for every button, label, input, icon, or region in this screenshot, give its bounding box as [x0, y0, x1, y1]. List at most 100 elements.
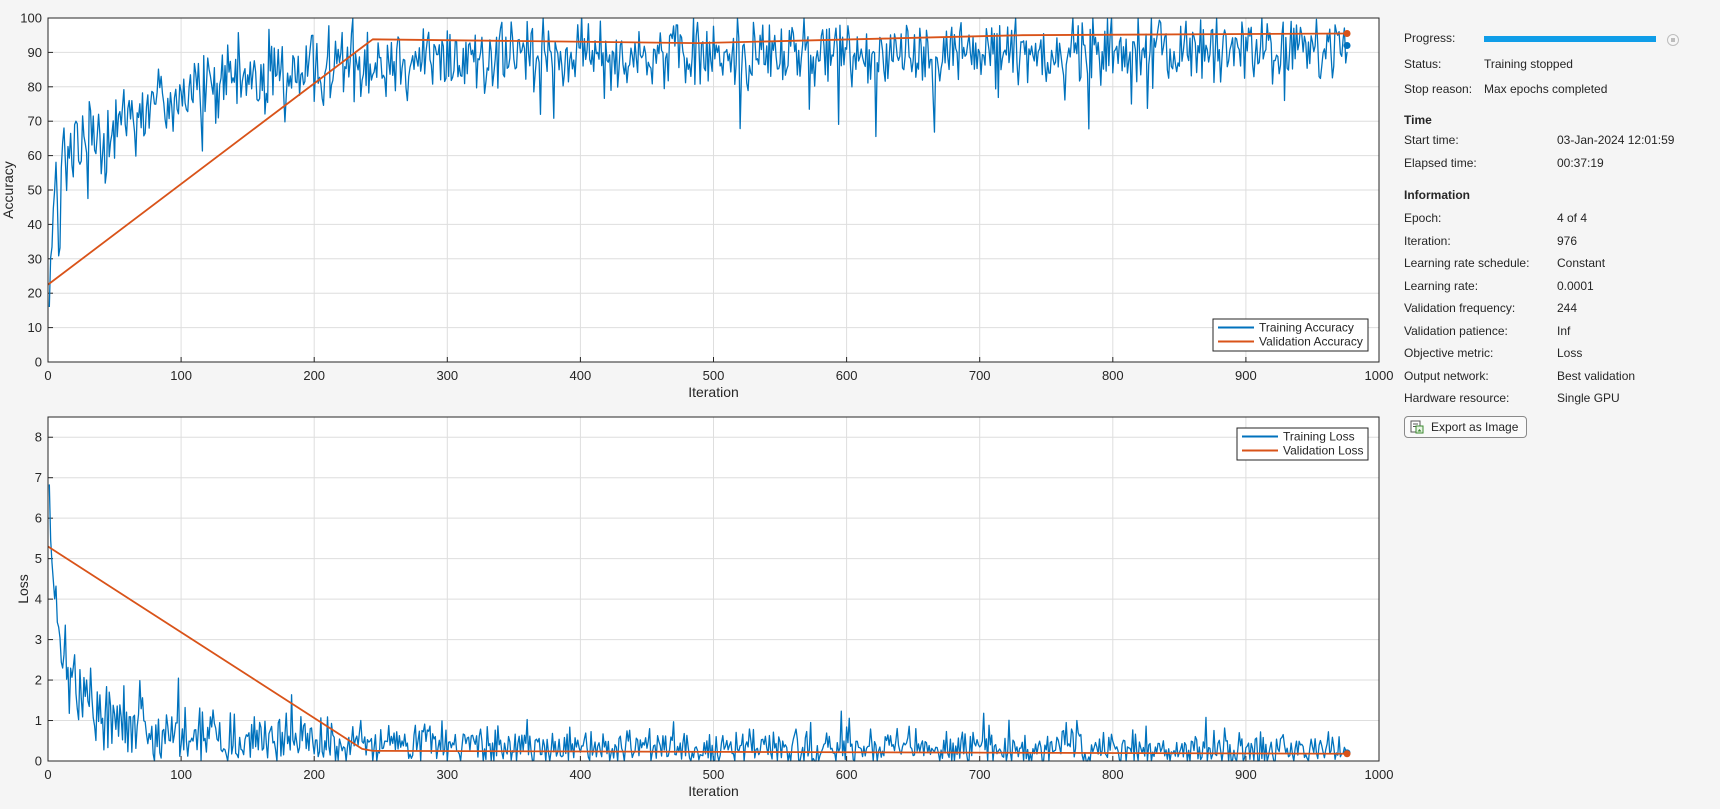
stop-training-button[interactable]: [1667, 34, 1679, 46]
legend-entry: Training Loss: [1283, 430, 1355, 444]
y-tick-label: 8: [35, 430, 42, 445]
info-value: 4 of 4: [1557, 211, 1588, 225]
legend-box: [1236, 427, 1369, 461]
y-axis-title: Accuracy: [0, 161, 16, 219]
x-tick-label: 600: [836, 767, 858, 782]
progress-bar-fill: [1484, 36, 1656, 42]
legend-entry: Training Accuracy: [1259, 321, 1354, 335]
x-tick-label: 0: [44, 368, 51, 383]
y-tick-label: 50: [28, 183, 42, 198]
x-tick-label: 300: [436, 368, 458, 383]
x-tick-label: 1000: [1365, 767, 1394, 782]
x-tick-label: 900: [1235, 368, 1257, 383]
info-value: Constant: [1557, 256, 1606, 270]
x-tick-label: 800: [1102, 368, 1124, 383]
elapsed-time-value: 00:37:19: [1557, 156, 1604, 170]
export-button-label: Export as Image: [1431, 420, 1519, 434]
y-tick-label: 60: [28, 148, 42, 163]
x-tick-label: 600: [836, 368, 858, 383]
info-label: Validation frequency:: [1404, 301, 1516, 315]
info-value: Loss: [1557, 346, 1583, 360]
series-line: [48, 484, 1348, 762]
final-value-marker: [1343, 750, 1351, 758]
x-tick-label: 1000: [1365, 368, 1394, 383]
x-tick-label: 300: [436, 767, 458, 782]
x-tick-label: 700: [969, 368, 991, 383]
progress-label: Progress:: [1404, 31, 1456, 45]
info-label: Iteration:: [1404, 233, 1451, 248]
stop-reason-label: Stop reason:: [1404, 82, 1473, 96]
status-label: Status:: [1404, 57, 1442, 71]
y-tick-label: 5: [35, 551, 42, 566]
legend-box: [1212, 318, 1369, 352]
x-tick-label: 200: [303, 368, 325, 383]
info-label: Objective metric:: [1404, 346, 1494, 360]
x-tick-label: 400: [570, 767, 592, 782]
y-tick-label: 6: [35, 511, 42, 526]
y-tick-label: 40: [28, 217, 42, 232]
info-value: Best validation: [1557, 368, 1636, 383]
y-tick-label: 90: [28, 45, 42, 60]
info-label: Learning rate schedule:: [1404, 256, 1530, 270]
accuracy-chart: 0 100 200 300 400 500 600 700 800 900 1000 0 10 20 30 4…: [0, 11, 1393, 401]
y-axis-title: Loss: [15, 574, 31, 604]
info-label: Validation patience:: [1404, 323, 1508, 338]
info-value: 244: [1557, 301, 1578, 315]
y-tick-label: 20: [28, 286, 42, 301]
plot-frame: [47, 416, 1380, 762]
loss-chart: 0 100 200 300 400 500 600 700 800 900 1000 0 1 2 3 4 5 6 7…: [15, 416, 1394, 799]
export-image-icon: [1410, 420, 1424, 434]
series-line: [47, 545, 1348, 755]
y-tick-label: 3: [35, 632, 42, 647]
y-tick-label: 0: [35, 754, 42, 769]
y-tick-label: 4: [35, 592, 42, 607]
info-label: Output network:: [1404, 368, 1489, 383]
final-value-marker: [1343, 42, 1351, 50]
info-value: 976: [1557, 233, 1578, 248]
x-axis-title: Iteration: [688, 384, 739, 400]
info-label: Epoch:: [1404, 211, 1442, 225]
info-label: Learning rate:: [1404, 278, 1479, 293]
y-tick-label: 0: [35, 355, 42, 370]
status-value: Training stopped: [1484, 57, 1573, 71]
info-value: 0.0001: [1557, 278, 1594, 293]
legend-entry: Validation Loss: [1283, 444, 1364, 458]
series-line: [47, 32, 1348, 286]
info-value: Inf: [1557, 323, 1571, 338]
x-tick-label: 700: [969, 767, 991, 782]
progress-bar: [1484, 36, 1656, 42]
elapsed-time-label: Elapsed time:: [1404, 156, 1477, 170]
export-as-image-button[interactable]: Export as Image: [1404, 416, 1528, 438]
stop-reason-value: Max epochs completed: [1484, 82, 1608, 96]
x-tick-label: 500: [703, 368, 725, 383]
y-tick-label: 80: [28, 79, 42, 94]
x-axis-title: Iteration: [688, 783, 739, 799]
legend-entry: Validation Accuracy: [1259, 335, 1363, 349]
x-tick-label: 800: [1102, 767, 1124, 782]
time-heading: Time: [1404, 113, 1432, 127]
y-tick-label: 7: [35, 470, 42, 485]
information-heading: Information: [1404, 188, 1470, 202]
x-tick-label: 0: [44, 767, 51, 782]
x-tick-label: 200: [303, 767, 325, 782]
info-value: Single GPU: [1557, 391, 1620, 405]
x-tick-label: 400: [570, 368, 592, 383]
info-label: Hardware resource:: [1404, 391, 1510, 405]
x-tick-label: 500: [703, 767, 725, 782]
series-line: [48, 17, 1348, 307]
start-time-label: Start time:: [1404, 133, 1459, 147]
training-progress-plots: 0 100 200 300 400 500 600 700 800 900 100001020304…: [0, 11, 1394, 800]
x-tick-label: 100: [170, 767, 192, 782]
y-tick-label: 1: [35, 713, 42, 728]
start-time-value: 03-Jan-2024 12:01:59: [1557, 133, 1675, 147]
x-tick-label: 900: [1235, 767, 1257, 782]
x-tick-label: 100: [170, 368, 192, 383]
y-tick-label: 30: [28, 251, 42, 266]
y-tick-label: 70: [28, 114, 42, 129]
y-tick-label: 100: [20, 11, 42, 26]
y-tick-label: 10: [28, 320, 42, 335]
final-value-marker: [1343, 29, 1351, 37]
y-tick-label: 2: [35, 673, 42, 688]
